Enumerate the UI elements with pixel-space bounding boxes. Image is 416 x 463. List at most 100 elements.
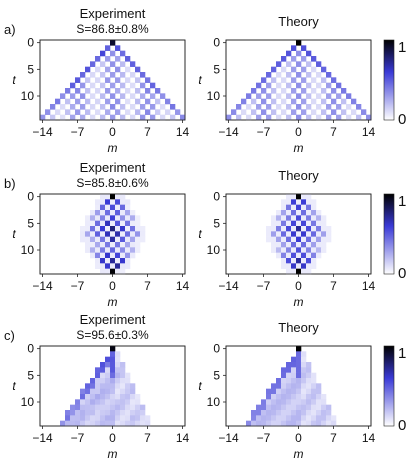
heatmap-cell: [316, 93, 322, 99]
theory-title: Theory: [278, 320, 319, 335]
heatmap-cell: [115, 88, 121, 94]
heatmap-cell: [90, 215, 96, 221]
experiment-subtitle: S=86.8±0.8%: [76, 22, 149, 36]
y-tick-label: 0: [213, 190, 220, 204]
heatmap-cell: [301, 109, 307, 115]
heatmap-cell: [80, 114, 86, 121]
y-tick-label: 5: [27, 62, 34, 76]
heatmap-cell: [150, 93, 156, 99]
heatmap-cell: [110, 420, 116, 427]
heatmap-cell: [110, 351, 116, 357]
heatmap-cell: [125, 258, 131, 264]
heatmap-cell: [135, 236, 141, 243]
heatmap-cell: [281, 372, 287, 379]
heatmap-cell: [125, 98, 131, 105]
heatmap-cell: [120, 263, 126, 269]
heatmap-cell: [261, 420, 267, 427]
heatmap-cell: [140, 231, 146, 237]
heatmap-cell: [110, 372, 116, 379]
y-tick-label: 10: [207, 395, 221, 409]
heatmap-cell: [306, 415, 312, 421]
heatmap-cell: [286, 372, 292, 379]
heatmap-cell: [100, 242, 106, 248]
heatmap-cell: [115, 66, 121, 73]
heatmap-cell: [301, 45, 307, 51]
heatmap-cell: [306, 420, 312, 427]
heatmap-cell: [296, 356, 302, 363]
heatmap-cell: [326, 114, 332, 121]
heatmap-cell: [115, 226, 121, 232]
heatmap-panel: [225, 193, 372, 275]
heatmap-cell: [256, 104, 262, 110]
heatmap-cell: [311, 226, 317, 232]
heatmap-cell: [90, 210, 96, 216]
heatmap-cell: [125, 252, 131, 259]
heatmap-cell: [120, 410, 126, 416]
heatmap-cell: [321, 404, 327, 411]
heatmap-cell: [296, 104, 302, 110]
heatmap-cell: [125, 399, 131, 405]
heatmap-cell: [125, 231, 131, 237]
heatmap-cell: [316, 242, 322, 248]
heatmap-cell: [356, 104, 362, 110]
heatmap-cell: [130, 383, 136, 389]
heatmap-cell: [266, 104, 272, 110]
heatmap-cell: [306, 104, 312, 110]
heatmap-cell: [110, 356, 116, 363]
heatmap-cell: [291, 199, 297, 205]
heatmap-cell: [306, 372, 312, 379]
heatmap-cell: [105, 404, 111, 411]
heatmap-cell: [321, 410, 327, 416]
heatmap-cell: [170, 114, 176, 121]
heatmap-cell: [281, 109, 287, 115]
heatmap-cell: [105, 378, 111, 384]
heatmap-cell: [135, 220, 141, 227]
heatmap-cell: [130, 104, 136, 110]
heatmap-cell: [75, 404, 81, 411]
heatmap-cell: [341, 88, 347, 94]
y-tick-label: 10: [207, 243, 221, 257]
heatmap-cell: [286, 362, 292, 368]
heatmap-cell: [316, 410, 322, 416]
heatmap-cell: [130, 388, 136, 395]
heatmap-cell: [311, 204, 317, 211]
heatmap-cell: [301, 268, 307, 275]
heatmap-cell: [301, 362, 307, 368]
heatmap-cell: [125, 66, 131, 73]
heatmap-cell: [80, 415, 86, 421]
heatmap-cell: [296, 247, 302, 253]
heatmap-cell: [286, 82, 292, 89]
x-tick-label: 0: [109, 431, 116, 445]
heatmap-cell: [180, 114, 186, 121]
heatmap-cell: [115, 356, 121, 363]
heatmap-cell: [271, 399, 277, 405]
heatmap-cell: [65, 420, 71, 427]
heatmap-cell: [140, 410, 146, 416]
heatmap-cell: [261, 98, 267, 105]
heatmap-cell: [321, 231, 327, 237]
heatmap-cell: [105, 394, 111, 400]
heatmap-cell: [276, 236, 282, 243]
heatmap-cell: [286, 404, 292, 411]
heatmap-cell: [311, 236, 317, 243]
heatmap-cell: [130, 404, 136, 411]
heatmap-cell: [115, 372, 121, 379]
heatmap-cell: [286, 420, 292, 427]
heatmap-cell: [336, 82, 342, 89]
heatmap-cell: [105, 362, 111, 368]
heatmap-cell: [100, 388, 106, 395]
heatmap-cell: [105, 383, 111, 389]
heatmap-cell: [276, 394, 282, 400]
heatmap-cell: [311, 231, 317, 237]
heatmap-cell: [115, 215, 121, 221]
heatmap-cell: [276, 215, 282, 221]
heatmap-cell: [326, 226, 332, 232]
heatmap-cell: [291, 109, 297, 115]
x-tick-label: 14: [176, 431, 190, 445]
y-axis-label: t: [12, 379, 16, 393]
colorbar-min-label: 0: [398, 417, 406, 434]
heatmap-cell: [301, 378, 307, 384]
heatmap-cell: [251, 415, 257, 421]
heatmap-cell: [95, 388, 101, 395]
